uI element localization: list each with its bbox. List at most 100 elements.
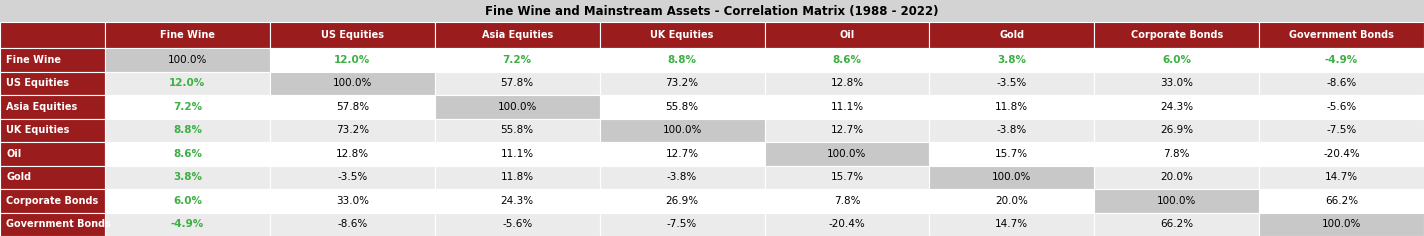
Bar [765, 48, 930, 72]
Text: 73.2%: 73.2% [336, 125, 369, 135]
Bar [1094, 95, 1259, 118]
Bar [765, 22, 930, 48]
Bar [271, 22, 434, 48]
Text: 20.0%: 20.0% [995, 196, 1028, 206]
Bar [765, 118, 930, 142]
Text: -4.9%: -4.9% [1324, 55, 1358, 65]
Text: 12.8%: 12.8% [830, 78, 863, 88]
Text: 100.0%: 100.0% [662, 125, 702, 135]
Bar [1094, 189, 1259, 212]
Bar [600, 72, 765, 95]
Bar [0, 212, 105, 236]
Text: 20.0%: 20.0% [1161, 172, 1193, 182]
Text: Fine Wine: Fine Wine [159, 30, 215, 40]
Bar [930, 212, 1094, 236]
Text: 12.7%: 12.7% [665, 149, 699, 159]
Text: 33.0%: 33.0% [1161, 78, 1193, 88]
Bar [105, 72, 271, 95]
Text: 7.2%: 7.2% [172, 102, 202, 112]
Bar [0, 22, 105, 48]
Text: 55.8%: 55.8% [501, 125, 534, 135]
Bar [1094, 48, 1259, 72]
Bar [1259, 165, 1424, 189]
Bar [0, 95, 105, 118]
Text: 73.2%: 73.2% [665, 78, 699, 88]
Text: 100.0%: 100.0% [993, 172, 1031, 182]
Text: -5.6%: -5.6% [503, 219, 533, 229]
Text: -3.8%: -3.8% [666, 172, 698, 182]
Text: -20.4%: -20.4% [829, 219, 866, 229]
Text: 11.8%: 11.8% [995, 102, 1028, 112]
Bar [600, 189, 765, 212]
Bar [434, 95, 600, 118]
Bar [105, 165, 271, 189]
Bar [930, 72, 1094, 95]
Bar [271, 189, 434, 212]
Text: 66.2%: 66.2% [1161, 219, 1193, 229]
Bar [271, 142, 434, 165]
Bar [1259, 22, 1424, 48]
Bar [0, 118, 105, 142]
Bar [930, 95, 1094, 118]
Bar [930, 118, 1094, 142]
Text: 3.8%: 3.8% [172, 172, 202, 182]
Text: 8.8%: 8.8% [172, 125, 202, 135]
Bar [105, 48, 271, 72]
Bar [434, 142, 600, 165]
Bar [1259, 118, 1424, 142]
Bar [105, 212, 271, 236]
Text: 12.8%: 12.8% [336, 149, 369, 159]
Bar [434, 48, 600, 72]
Bar [1259, 142, 1424, 165]
Text: Gold: Gold [1000, 30, 1024, 40]
Bar [765, 165, 930, 189]
Bar [765, 142, 930, 165]
Text: 8.6%: 8.6% [172, 149, 202, 159]
Text: Asia Equities: Asia Equities [6, 102, 77, 112]
Bar [930, 22, 1094, 48]
Bar [105, 189, 271, 212]
Bar [1259, 95, 1424, 118]
Text: Corporate Bonds: Corporate Bonds [1131, 30, 1223, 40]
Bar [434, 165, 600, 189]
Text: Government Bonds: Government Bonds [1289, 30, 1394, 40]
Text: 100.0%: 100.0% [1321, 219, 1361, 229]
Text: 26.9%: 26.9% [1161, 125, 1193, 135]
Bar [1094, 72, 1259, 95]
Text: 11.1%: 11.1% [830, 102, 863, 112]
Text: Fine Wine: Fine Wine [6, 55, 61, 65]
Text: 11.1%: 11.1% [501, 149, 534, 159]
Text: 6.0%: 6.0% [1162, 55, 1192, 65]
Bar [434, 22, 600, 48]
Bar [765, 189, 930, 212]
Text: 12.0%: 12.0% [335, 55, 370, 65]
Bar [600, 95, 765, 118]
Bar [0, 0, 1424, 22]
Text: 100.0%: 100.0% [168, 55, 206, 65]
Bar [0, 72, 105, 95]
Bar [434, 189, 600, 212]
Bar [271, 48, 434, 72]
Text: -8.6%: -8.6% [337, 219, 367, 229]
Bar [1094, 212, 1259, 236]
Bar [1259, 48, 1424, 72]
Bar [1259, 72, 1424, 95]
Text: Fine Wine and Mainstream Assets - Correlation Matrix (1988 - 2022): Fine Wine and Mainstream Assets - Correl… [486, 4, 938, 17]
Text: Asia Equities: Asia Equities [481, 30, 553, 40]
Bar [1094, 165, 1259, 189]
Bar [271, 95, 434, 118]
Bar [105, 95, 271, 118]
Bar [0, 165, 105, 189]
Bar [0, 189, 105, 212]
Bar [271, 118, 434, 142]
Text: 100.0%: 100.0% [827, 149, 867, 159]
Bar [1259, 189, 1424, 212]
Bar [600, 22, 765, 48]
Text: 7.2%: 7.2% [503, 55, 531, 65]
Text: -20.4%: -20.4% [1323, 149, 1360, 159]
Text: 15.7%: 15.7% [995, 149, 1028, 159]
Text: 57.8%: 57.8% [336, 102, 369, 112]
Bar [1094, 142, 1259, 165]
Text: 3.8%: 3.8% [997, 55, 1027, 65]
Bar [600, 118, 765, 142]
